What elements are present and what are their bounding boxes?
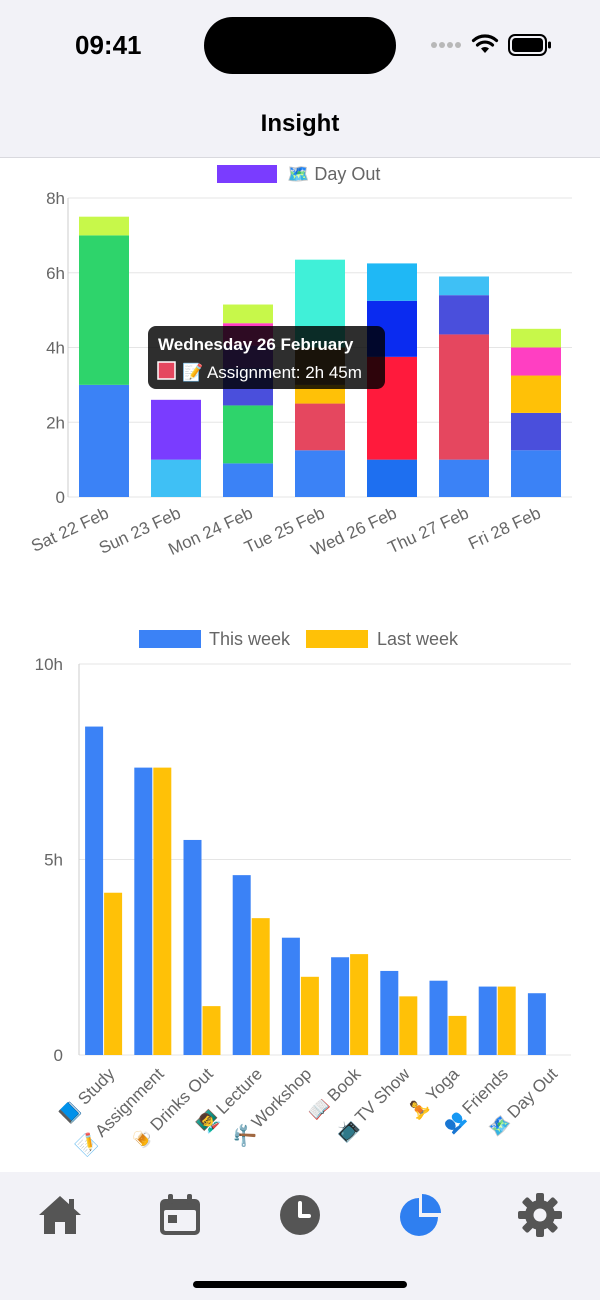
legend-swatch-day-out [217, 165, 277, 183]
bar-segment[interactable] [511, 450, 561, 497]
bar-this-week[interactable] [85, 726, 104, 1055]
y-tick-label: 6h [46, 264, 65, 283]
bar-segment[interactable] [367, 459, 417, 497]
y-tick-label: 8h [46, 189, 65, 208]
bar-this-week[interactable] [478, 986, 497, 1055]
tooltip-label: 📝 Assignment: 2h 45m [182, 362, 362, 382]
bar-this-week[interactable] [429, 980, 448, 1055]
page-title: Insight [260, 110, 340, 137]
y-tick-label: 2h [46, 413, 65, 432]
x-tick-label: Thu 27 Feb [385, 503, 472, 557]
bar-last-week[interactable] [497, 986, 516, 1055]
bar-last-week[interactable] [104, 892, 123, 1055]
tab-bar [0, 1172, 600, 1300]
bar-segment[interactable] [511, 375, 561, 413]
bar-segment[interactable] [439, 334, 489, 460]
bar-segment[interactable] [439, 276, 489, 296]
bar-segment[interactable] [79, 235, 129, 385]
y-tick-label: 4h [46, 339, 65, 358]
y-tick-label: 10h [35, 655, 63, 674]
legend[interactable]: This week Last week [139, 629, 459, 649]
tooltip-background [148, 326, 385, 389]
bar-last-week[interactable] [153, 767, 172, 1055]
tooltip-title: Wednesday 26 February [158, 335, 354, 354]
gear-icon [518, 1193, 562, 1237]
y-tick-label: 0 [56, 488, 65, 507]
x-tick-label: Fri 28 Feb [465, 503, 543, 553]
home-icon [39, 1196, 81, 1234]
home-indicator [193, 1281, 407, 1288]
x-axis-labels: 📘 Study📝 Assignment🍺 Drinks Out👨‍🏫 Lectu… [56, 1063, 561, 1158]
bar-segment[interactable] [295, 403, 345, 451]
weekly-comparison-chart[interactable]: 0 5h 10h 📘 Study📝 Assignment🍺 Drinks Out👨‍… [0, 620, 600, 1170]
bar-this-week[interactable] [380, 970, 399, 1055]
bar-segment[interactable] [79, 216, 129, 236]
tooltip-swatch [157, 361, 176, 380]
status-time: 09:41 [75, 30, 142, 60]
bar-this-week[interactable] [183, 839, 202, 1055]
bar-segment[interactable] [511, 347, 561, 376]
legend-swatch-this-week [139, 630, 201, 648]
status-bar: 09:41 [0, 0, 600, 88]
dynamic-island [204, 17, 396, 74]
legend-swatch-last-week [306, 630, 368, 648]
wifi-icon [471, 34, 499, 53]
legend-label-day-out: 🗺️ Day Out [287, 164, 380, 184]
bar-this-week[interactable] [232, 875, 251, 1055]
bar-segment[interactable] [511, 412, 561, 451]
calendar-icon [160, 1194, 200, 1235]
pie-chart-icon [400, 1194, 441, 1236]
bar-last-week[interactable] [300, 976, 319, 1055]
y-tick-label: 0 [54, 1046, 63, 1065]
bar-segment[interactable] [79, 384, 129, 497]
bar-last-week[interactable] [251, 918, 270, 1055]
tab-settings[interactable] [515, 1190, 565, 1240]
bars [85, 726, 546, 1055]
bar-last-week[interactable] [448, 1015, 467, 1055]
bar-last-week[interactable] [202, 1006, 221, 1055]
tab-history[interactable] [275, 1190, 325, 1240]
bar-this-week[interactable] [281, 937, 300, 1055]
bar-last-week[interactable] [350, 954, 369, 1055]
legend-label-last-week: Last week [377, 629, 459, 649]
bar-segment[interactable] [295, 384, 345, 404]
bar-segment[interactable] [223, 304, 273, 324]
bar-this-week[interactable] [331, 957, 350, 1055]
bar-last-week[interactable] [399, 996, 418, 1055]
bar-segment[interactable] [151, 399, 201, 460]
tab-insight[interactable] [395, 1190, 445, 1240]
tooltip: Wednesday 26 February 📝 Assignment: 2h 4… [148, 326, 385, 389]
bar-segment[interactable] [439, 459, 489, 497]
bar-segment[interactable] [223, 405, 273, 464]
tab-home[interactable] [35, 1190, 85, 1240]
bar-segment[interactable] [439, 295, 489, 335]
bar-segment[interactable] [151, 459, 201, 497]
y-tick-label: 5h [44, 851, 63, 870]
legend-label-this-week: This week [209, 629, 291, 649]
bar-segment[interactable] [511, 328, 561, 348]
bar-this-week[interactable] [134, 767, 153, 1055]
nav-bar: Insight [0, 88, 600, 158]
bar-segment[interactable] [295, 450, 345, 497]
tab-calendar[interactable] [155, 1190, 205, 1240]
legend[interactable]: 🗺️ Day Out [217, 164, 380, 184]
clock-icon [280, 1195, 320, 1235]
bar-this-week[interactable] [527, 993, 546, 1055]
bar-segment[interactable] [367, 263, 417, 301]
battery-icon [508, 34, 551, 56]
cellular-signal-icon [431, 42, 461, 48]
x-tick-label: 📝 Assignment [73, 1063, 168, 1158]
bar-segment[interactable] [223, 463, 273, 497]
